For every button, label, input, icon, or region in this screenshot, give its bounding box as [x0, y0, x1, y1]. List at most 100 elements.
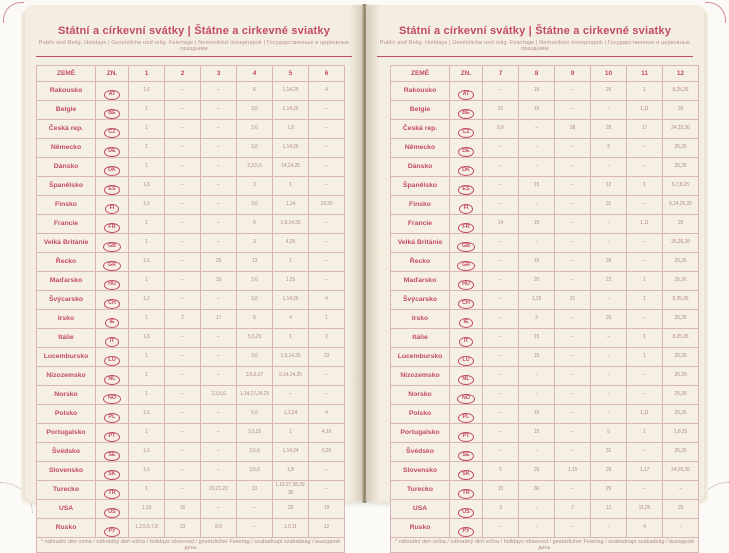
- table-row: Finsko FI – – –31–6,24,25,26: [390, 194, 699, 215]
- holiday-days-cell: 1: [128, 479, 165, 500]
- holiday-days-cell: 23: [590, 270, 627, 291]
- holiday-days-cell: 1,3,24: [272, 403, 309, 424]
- holiday-days-cell: –: [482, 270, 519, 291]
- holiday-days-cell: –: [164, 346, 201, 367]
- country-code-cell: LU: [95, 346, 129, 367]
- country-code-badge: FR: [457, 222, 475, 233]
- table-row: Portugalsko PT –15–5 1 1,8,25: [390, 422, 699, 443]
- country-name: Portugalsko: [36, 422, 96, 443]
- holiday-days-cell: –: [590, 232, 627, 253]
- country-code-cell: РУ: [449, 517, 483, 538]
- country-code-cell: SK: [95, 460, 129, 481]
- holiday-days-cell: –: [164, 422, 201, 443]
- table-row: Řecko GR –15–28–25,26: [390, 251, 699, 272]
- holiday-table-months-7-12: ZEMĚ ZN. 7 8 9 10 11 12 Rakousko AT –15–26 1 8,25,26…: [390, 65, 699, 553]
- holiday-days-cell: 31: [590, 194, 627, 215]
- holiday-days-cell: –: [626, 156, 663, 177]
- country-code-badge: DE: [103, 146, 121, 157]
- holiday-days-cell: 12: [590, 498, 627, 519]
- holiday-days-cell: –: [590, 289, 627, 310]
- holiday-days-cell: –: [554, 213, 591, 234]
- holiday-days-cell: –: [164, 365, 201, 386]
- country-code-cell: NO: [449, 384, 483, 405]
- holiday-days-cell: –: [164, 479, 201, 500]
- holiday-days-cell: –: [308, 232, 345, 253]
- holiday-days-cell: –: [482, 251, 519, 272]
- holiday-days-cell: 3,5,6: [236, 441, 273, 462]
- holiday-days-cell: 14: [482, 213, 519, 234]
- table-row: USA US 1,19 16– –25 19: [36, 498, 345, 519]
- holiday-days-cell: –: [518, 384, 555, 405]
- holiday-days-cell: –: [518, 232, 555, 253]
- holiday-days-cell: 24,25,26: [662, 460, 699, 481]
- country-name: USA: [36, 498, 96, 519]
- holiday-days-cell: 1,14,25: [272, 137, 309, 158]
- holiday-days-cell: 1,25: [272, 270, 309, 291]
- holiday-days-cell: –: [308, 365, 345, 386]
- holiday-days-cell: 4,10: [308, 422, 345, 443]
- table-row: Rakousko AT –15–26 1 8,25,26: [390, 80, 699, 101]
- country-name: Nizozemsko: [390, 365, 450, 386]
- holiday-days-cell: 1,8,25: [662, 422, 699, 443]
- holiday-days-cell: –: [272, 384, 309, 405]
- country-code-badge: CH: [457, 298, 475, 309]
- holiday-days-cell: 1,14,25: [272, 289, 309, 310]
- book-spine: [362, 4, 367, 503]
- country-code-cell: NL: [95, 365, 129, 386]
- country-code-cell: US: [95, 498, 129, 519]
- holiday-days-cell: 5,14,24,25: [272, 365, 309, 386]
- holiday-days-cell: 5,6: [482, 118, 519, 139]
- country-code-cell: ES: [95, 175, 129, 196]
- holiday-days-cell: –: [590, 99, 627, 120]
- holiday-days-cell: –: [554, 403, 591, 424]
- country-code-cell: IE: [449, 308, 483, 329]
- holiday-days-cell: –: [626, 384, 663, 405]
- country-name: Turecko: [390, 479, 450, 500]
- country-code-badge: РУ: [104, 526, 120, 537]
- holiday-days-cell: 1,11: [626, 99, 663, 120]
- table-row: Turecko TR 15 30–29– –: [390, 479, 699, 500]
- column-header-8: 8: [518, 65, 555, 82]
- country-code-cell: CH: [95, 289, 129, 310]
- country-name: Dánsko: [390, 156, 450, 177]
- holiday-days-cell: 1,19,27,28,29,30: [272, 479, 309, 500]
- holiday-days-cell: 15: [518, 99, 555, 120]
- country-name: Finsko: [390, 194, 450, 215]
- country-code-cell: PT: [95, 422, 129, 443]
- holiday-days-cell: 26: [590, 80, 627, 101]
- holiday-days-cell: 5: [482, 460, 519, 481]
- holiday-days-cell: 3,5,6,27: [236, 365, 273, 386]
- holiday-days-cell: 15: [518, 213, 555, 234]
- column-header-7: 7: [482, 65, 519, 82]
- country-name: Švýcarsko: [36, 289, 96, 310]
- country-code-badge: SK: [103, 469, 121, 480]
- table-row: Rusko РУ – – – –4–: [390, 517, 699, 538]
- holiday-table-months-1-6: ZEMĚ ZN. 1 2 3 4 5 6 Rakousko AT 1,6– –6 1,14,25 4 Bel…: [36, 65, 345, 553]
- holiday-days-cell: –: [554, 384, 591, 405]
- holiday-days-cell: 1: [128, 118, 165, 139]
- country-code-cell: FI: [95, 194, 129, 215]
- country-code-badge: NL: [457, 374, 475, 385]
- table-row: Itálie IT –15– –1 8,25,26: [390, 327, 699, 348]
- country-code-cell: CZ: [95, 118, 129, 139]
- table-row: Rusko РУ 1,2,5,6,7,8 23 8,9–1,9,11 12: [36, 517, 345, 538]
- holiday-days-cell: 1,6: [128, 194, 165, 215]
- country-name: Turecko: [36, 479, 96, 500]
- holiday-days-cell: 15: [518, 175, 555, 196]
- holiday-days-cell: –: [626, 479, 663, 500]
- holiday-days-cell: 15: [518, 346, 555, 367]
- country-code-badge: AT: [458, 89, 474, 100]
- holiday-days-cell: 1,19: [128, 498, 165, 519]
- holiday-days-cell: 3,6: [236, 194, 273, 215]
- holiday-days-cell: 19: [308, 498, 345, 519]
- holiday-days-cell: 17: [626, 118, 663, 139]
- country-code-badge: GR: [457, 260, 475, 271]
- table-row: Slovensko SK 1,6– –3,5,6 1,8–: [36, 460, 345, 481]
- table-row: Finsko FI 1,6– –3,6 1,14 19,20: [36, 194, 345, 215]
- holiday-days-cell: –: [554, 251, 591, 272]
- holiday-days-cell: –: [164, 441, 201, 462]
- country-name: Španělsko: [390, 175, 450, 196]
- country-code-badge: FI: [105, 203, 119, 214]
- holiday-days-cell: –: [554, 308, 591, 329]
- holiday-days-cell: –: [482, 308, 519, 329]
